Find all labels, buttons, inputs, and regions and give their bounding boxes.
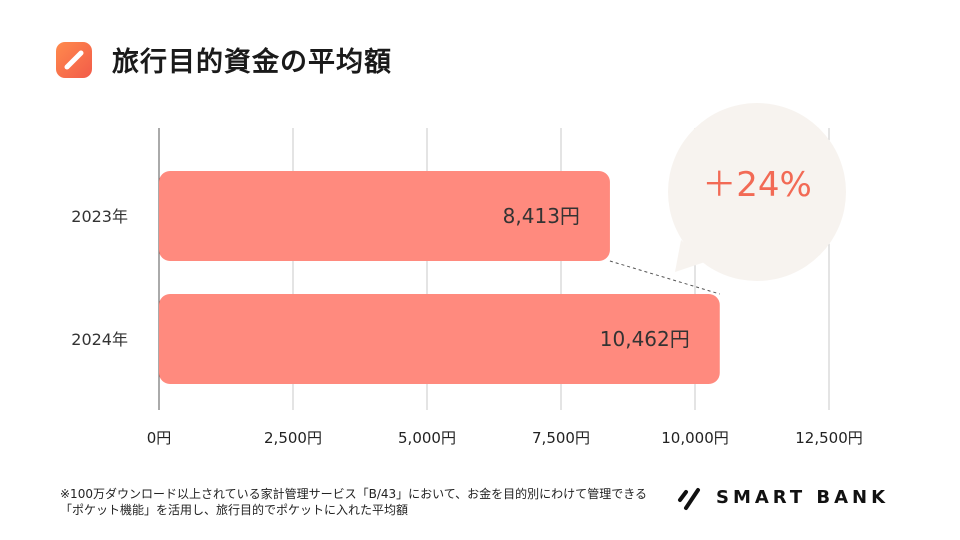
- x-tick-label: 7,500円: [532, 429, 590, 447]
- footnote: ※100万ダウンロード以上されている家計管理サービス「B/43」において、お金を…: [60, 487, 647, 517]
- x-tick-label: 0円: [147, 429, 172, 447]
- bar-chart: 0円 2,500円 5,000円 7,500円 10,000円 12,500円 8,413円…: [71, 103, 863, 447]
- connector-line: [609, 260, 720, 295]
- category-label: 2023年: [71, 207, 128, 226]
- page-title: 旅行目的資金の平均額: [112, 47, 392, 78]
- data-label: 10,462円: [600, 327, 690, 351]
- category-label: 2024年: [71, 330, 128, 349]
- pencil-icon: [56, 42, 92, 78]
- bar: [159, 171, 610, 261]
- x-tick-label: 5,000円: [398, 429, 456, 447]
- data-label: 8,413円: [503, 204, 580, 228]
- brand-name: SMART BANK: [716, 486, 890, 508]
- x-tick-label: 2,500円: [264, 429, 322, 447]
- smartbank-logo-icon: [678, 488, 700, 510]
- bar: [159, 294, 720, 384]
- callout-bubble: [668, 103, 846, 281]
- x-tick-label: 10,000円: [661, 429, 729, 447]
- callout-tail: [675, 240, 705, 272]
- growth-annotation: ＋24%: [702, 165, 812, 205]
- brand-logo: SMART BANK: [676, 480, 889, 514]
- x-tick-label: 12,500円: [795, 429, 863, 447]
